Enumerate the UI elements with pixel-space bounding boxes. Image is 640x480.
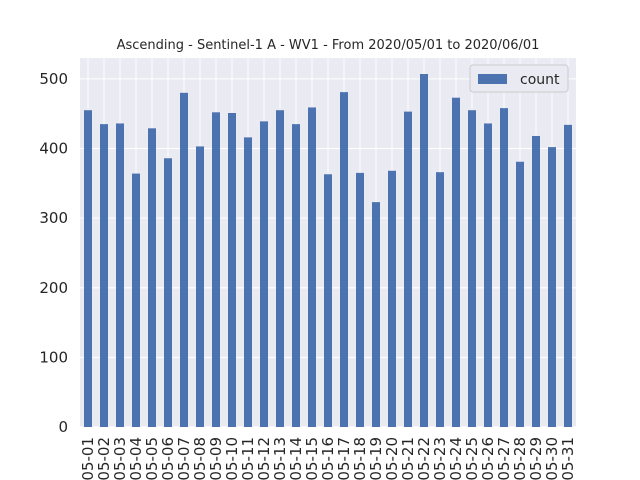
bar-05-03 [116, 123, 124, 427]
bar-05-20 [388, 170, 396, 427]
bar-05-24 [452, 97, 460, 427]
x-tick-label: 05-22 [415, 437, 433, 480]
bar-05-07 [180, 92, 188, 428]
legend-swatch [478, 74, 507, 84]
x-tick-label: 05-08 [191, 437, 209, 480]
bar-05-18 [356, 172, 364, 427]
x-tick-label: 05-11 [239, 437, 257, 480]
x-tick-label: 05-17 [335, 437, 353, 480]
x-tick-label: 05-19 [367, 437, 385, 480]
bar-05-28 [516, 161, 524, 427]
bar-05-21 [404, 111, 412, 427]
bar-05-23 [436, 172, 444, 427]
bar-05-22 [420, 74, 428, 427]
x-tick-label: 05-24 [447, 437, 465, 480]
bar-05-17 [340, 92, 348, 427]
y-tick-label: 400 [39, 140, 68, 158]
bar-05-01 [84, 110, 92, 427]
y-axis: 0 100 200 300 400 500 [39, 70, 68, 436]
bar-05-06 [164, 158, 172, 428]
x-tick-label: 05-15 [303, 437, 321, 480]
legend: count [469, 64, 569, 93]
bar-05-26 [484, 123, 492, 427]
x-tick-label: 05-10 [223, 437, 241, 480]
bar-05-16 [324, 174, 332, 427]
x-tick-label: 05-14 [287, 437, 305, 480]
x-tick-label: 05-03 [111, 437, 129, 480]
x-tick-label: 05-30 [543, 437, 561, 480]
bar-05-08 [196, 146, 204, 427]
x-tick-label: 05-29 [527, 437, 545, 480]
legend-box [469, 64, 569, 93]
bars [84, 74, 572, 428]
x-tick-label: 05-23 [431, 437, 449, 480]
x-tick-label: 05-27 [495, 437, 513, 480]
y-tick-label: 0 [58, 418, 68, 436]
x-tick-label: 05-05 [143, 437, 161, 480]
x-tick-label: 05-28 [511, 437, 529, 480]
x-axis: 05-0105-0205-0305-0405-0505-0605-0705-08… [79, 437, 577, 480]
bar-05-09 [212, 112, 220, 427]
x-tick-label: 05-31 [559, 437, 577, 480]
y-tick-label: 100 [39, 348, 68, 366]
x-tick-label: 05-12 [255, 437, 273, 480]
x-tick-label: 05-20 [383, 437, 401, 480]
x-tick-label: 05-09 [207, 437, 225, 480]
bar-05-14 [292, 124, 300, 427]
x-tick-label: 05-04 [127, 437, 145, 480]
x-tick-label: 05-02 [95, 437, 113, 480]
x-tick-label: 05-07 [175, 437, 193, 480]
bar-05-29 [532, 135, 540, 427]
bar-05-31 [564, 124, 572, 427]
bar-05-11 [244, 137, 252, 427]
y-tick-label: 300 [39, 209, 68, 227]
bar-05-19 [372, 202, 380, 427]
x-tick-label: 05-18 [351, 437, 369, 480]
x-tick-label: 05-21 [399, 437, 417, 480]
x-tick-label: 05-01 [79, 437, 97, 480]
legend-label: count [520, 72, 560, 88]
bar-05-05 [148, 128, 156, 428]
bar-05-02 [100, 124, 108, 427]
x-tick-label: 05-25 [463, 437, 481, 480]
bar-05-13 [276, 110, 284, 427]
bar-05-25 [468, 110, 476, 427]
bar-05-27 [500, 108, 508, 428]
y-tick-label: 500 [39, 70, 68, 88]
bar-05-30 [548, 147, 556, 427]
bar-05-04 [132, 173, 140, 427]
chart-title: Ascending - Sentinel-1 A - WV1 - From 20… [117, 38, 540, 53]
y-tick-label: 200 [39, 279, 68, 297]
x-tick-label: 05-06 [159, 437, 177, 480]
bar-05-10 [228, 113, 236, 427]
bar-05-15 [308, 107, 316, 428]
x-tick-label: 05-16 [319, 437, 337, 480]
x-tick-label: 05-13 [271, 437, 289, 480]
bar-05-12 [260, 121, 268, 428]
x-tick-label: 05-26 [479, 437, 497, 480]
